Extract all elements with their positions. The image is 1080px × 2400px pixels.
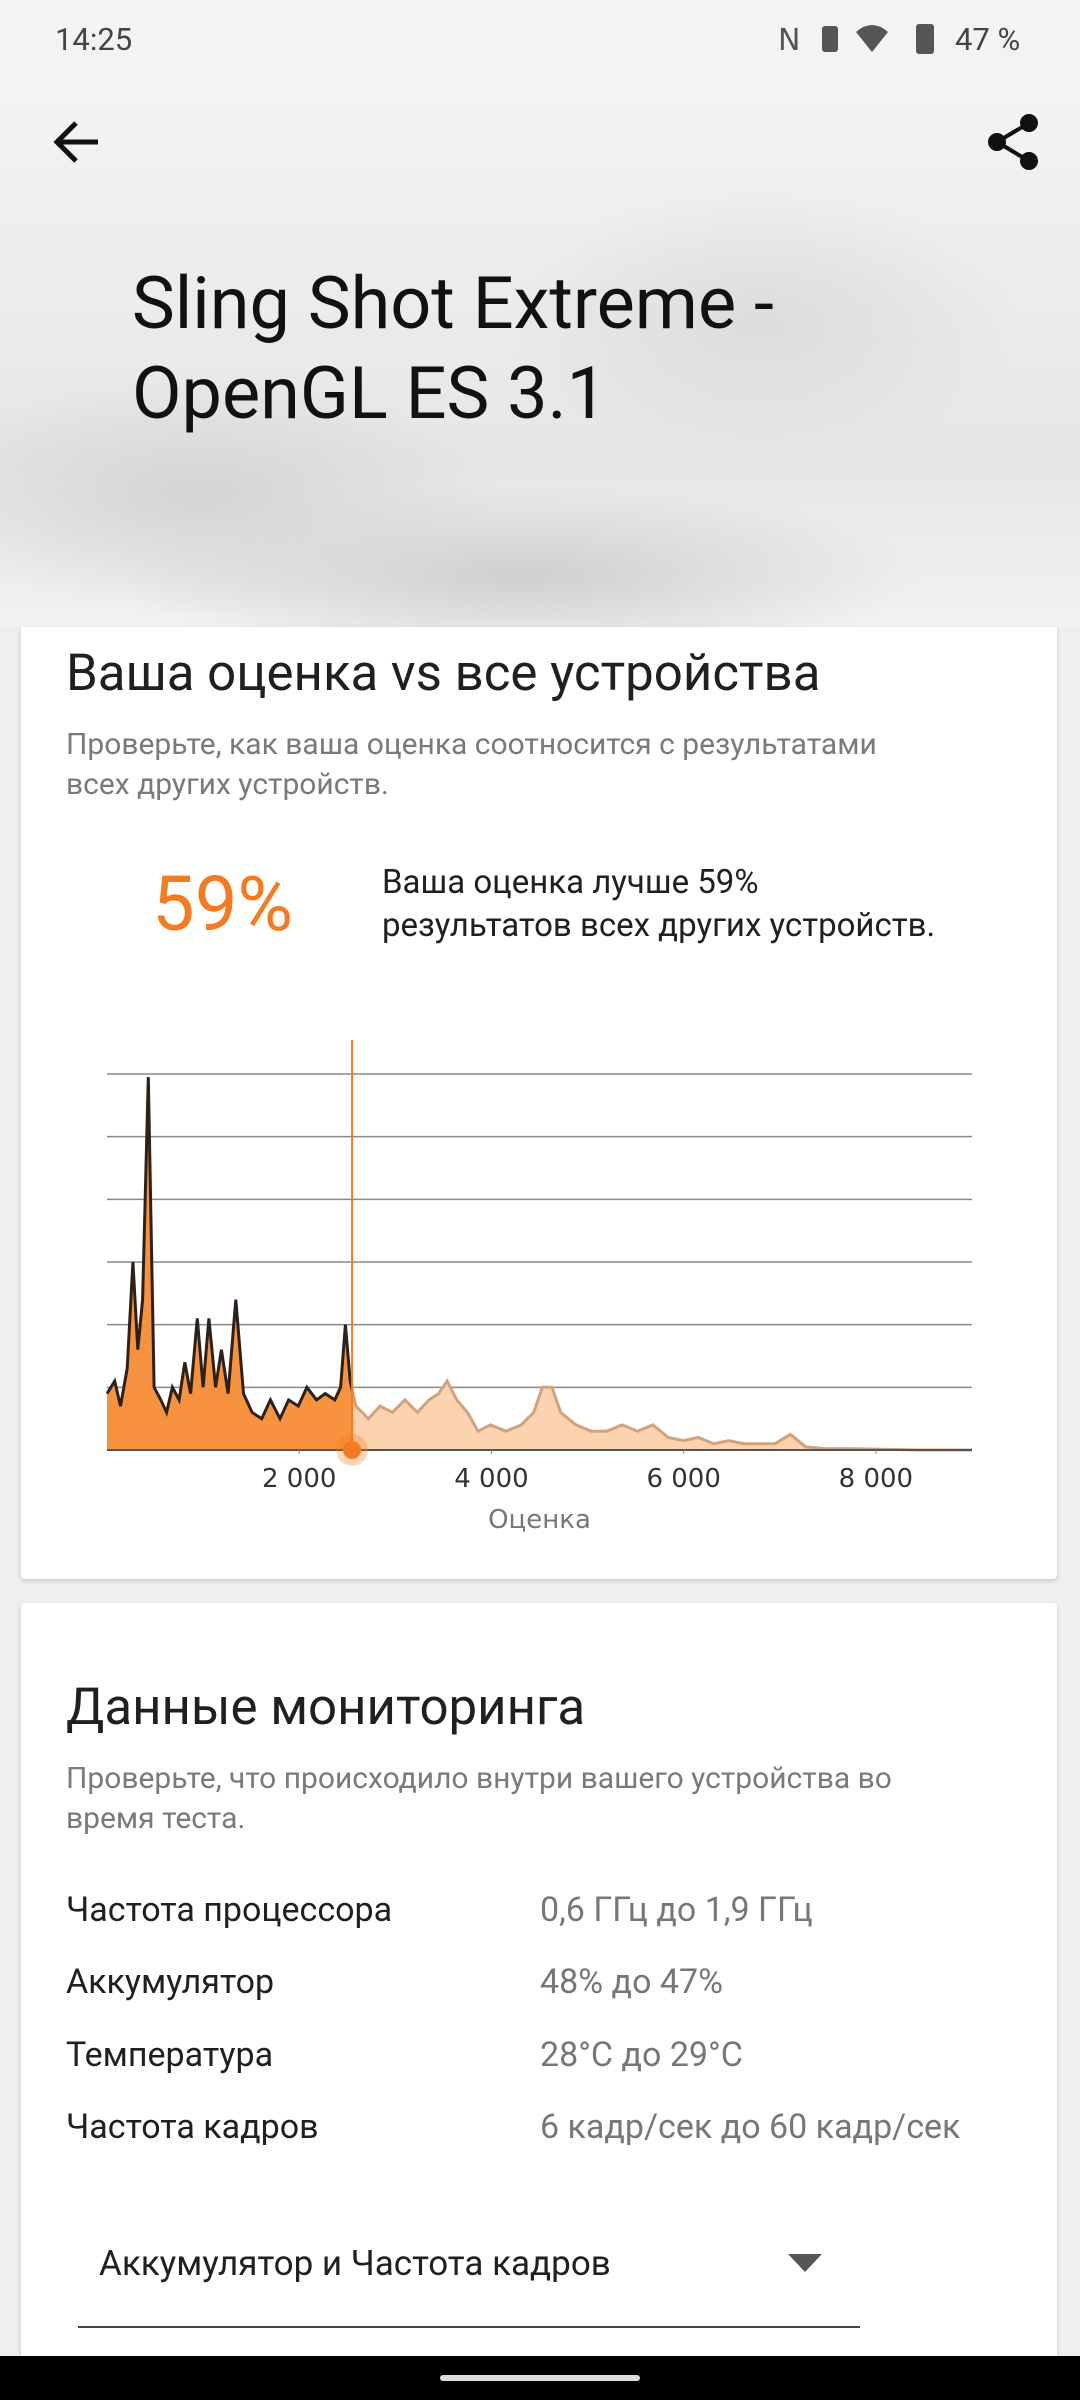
battery-icon: [916, 24, 934, 54]
card-subtitle: всех других устройств.: [66, 767, 389, 802]
metric-label: Частота кадров: [66, 2107, 319, 2147]
metric-value: 28°C до 29°C: [540, 2035, 743, 2075]
clock: 14:25: [55, 21, 133, 58]
percentile-text: Ваша оценка лучше 59%: [382, 863, 759, 902]
card-subtitle: Проверьте, как ваша оценка соотносится с…: [66, 727, 877, 762]
metric-label: Частота процессора: [66, 1890, 393, 1930]
card-subtitle: Проверьте, что происходило внутри вашего…: [66, 1761, 892, 1796]
nfc-icon: N: [778, 23, 800, 58]
back-button[interactable]: [50, 115, 104, 169]
x-tick-label: 2 000: [262, 1464, 336, 1494]
dropdown[interactable]: Аккумулятор и Частота кадров: [99, 2243, 611, 2284]
card-subtitle: время теста.: [66, 1801, 246, 1836]
home-indicator[interactable]: [440, 2375, 640, 2381]
dropdown-underline: [78, 2326, 860, 2328]
percentile: 59%: [152, 859, 294, 949]
card-heading: Данные мониторинга: [66, 1678, 586, 1737]
monitoring-card: [21, 1603, 1057, 2363]
area: [107, 1077, 972, 1450]
metric-value: 0,6 ГГц до 1,9 ГГц: [540, 1890, 813, 1930]
metric-label: Аккумулятор: [66, 1962, 275, 2002]
wifi-icon: [856, 25, 888, 52]
status-bar: [0, 0, 1080, 75]
x-axis-label: Оценка: [488, 1505, 591, 1535]
status-icons: N: [778, 23, 934, 58]
distribution-chart: 2 000 4 000 6 000 8 000 Оценка: [105, 1040, 972, 1535]
score-marker: [343, 1441, 362, 1459]
title: Sling Shot Extreme -: [132, 261, 774, 346]
vibrate-icon: [822, 26, 838, 52]
header-image: [0, 75, 1080, 627]
dropdown-arrow[interactable]: [788, 2254, 822, 2274]
metric-label: Температура: [66, 2035, 274, 2075]
share-button[interactable]: [985, 113, 1043, 171]
x-tick-label: 6 000: [646, 1464, 720, 1494]
x-tick-label: 4 000: [454, 1464, 528, 1494]
metric-value: 48% до 47%: [540, 1962, 724, 2002]
card-heading: Ваша оценка vs все устройства: [66, 644, 821, 703]
metric-value: 6 кадр/сек до 60 кадр/сек: [540, 2107, 961, 2147]
percentile-text: результатов всех других устройств.: [382, 906, 936, 945]
area-outline: [105, 1077, 972, 1452]
x-tick-label: 8 000: [839, 1464, 913, 1494]
battery-level: 47 %: [955, 21, 1021, 58]
title: OpenGL ES 3.1: [132, 351, 608, 436]
